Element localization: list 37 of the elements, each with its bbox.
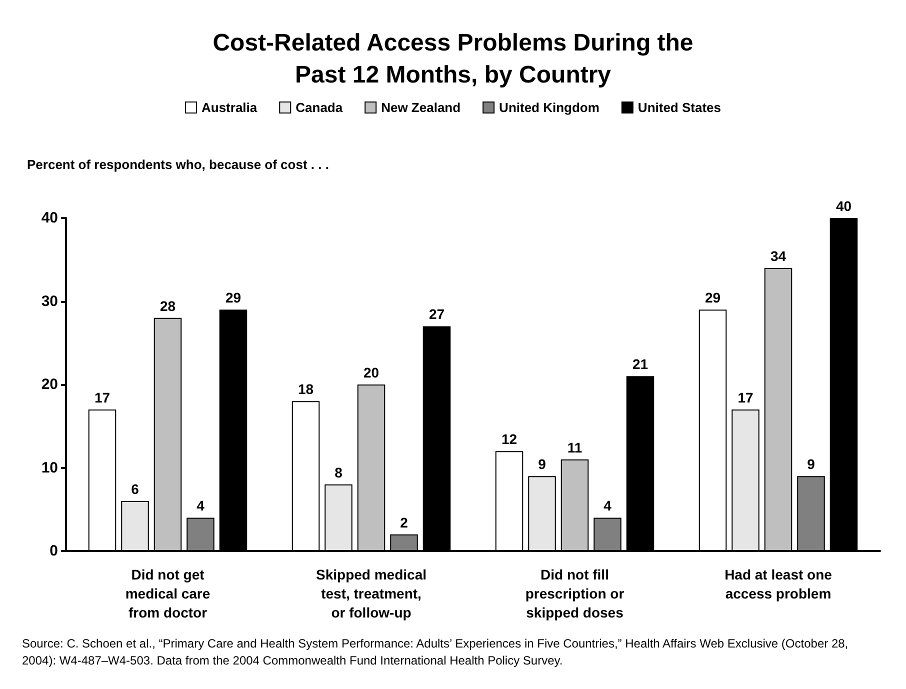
legend-label: Australia	[202, 100, 258, 115]
data-label: 17	[738, 389, 754, 406]
x-tick-label: Had at least one access problem	[724, 566, 832, 602]
chart-title: Cost-Related Access Problems During the Past 12 Months, by Country	[212, 30, 694, 88]
data-label: 11	[567, 439, 582, 456]
x-tick-label: Skipped medical test, treatment, or follow-up	[316, 566, 426, 620]
data-label: 17	[94, 389, 110, 406]
data-label: 21	[632, 356, 648, 372]
data-label: 28	[160, 298, 176, 314]
legend-label: United States	[638, 100, 722, 115]
data-label: 4	[196, 498, 205, 514]
data-label: 9	[538, 456, 546, 472]
data-label: 18	[298, 381, 314, 398]
y-tick-label: 20	[41, 376, 58, 393]
data-label: 34	[770, 248, 786, 264]
y-axis-title: Percent of respondents who, because of cost . . .	[27, 157, 329, 172]
legend-label: New Zealand	[381, 100, 461, 115]
data-label: 29	[704, 290, 721, 306]
data-label: 12	[501, 431, 518, 448]
data-label: 4	[604, 498, 612, 514]
data-label: 8	[334, 464, 343, 480]
data-label: 40	[836, 198, 852, 214]
legend-label: Canada	[296, 100, 344, 115]
data-label: 2	[400, 514, 408, 530]
data-label: 6	[131, 481, 140, 498]
y-tick-label: 40	[41, 210, 58, 226]
data-label: 29	[225, 290, 242, 306]
source-note: Source: C. Schoen et al., “Primary Care and Health System Performance: Adults’ Experiences in Five Countries,” Health Affairs Web Exclusive (October 28, 2004): W4-487–W4-503. Data from the 2004 Commonwealth Fund International Health Policy Survey.	[22, 636, 852, 668]
y-tick-label: 10	[41, 459, 58, 476]
data-label: 20	[363, 364, 380, 380]
legend-label: United Kingdom	[499, 100, 600, 115]
data-label: 9	[807, 456, 816, 472]
y-tick-label: 0	[50, 542, 58, 560]
x-tick-label: Did not get medical care from doctor	[125, 566, 210, 620]
x-tick-label: Did not fill prescription or skipped doses	[525, 566, 625, 620]
data-label: 27	[428, 306, 445, 322]
y-tick-label: 30	[41, 292, 58, 310]
